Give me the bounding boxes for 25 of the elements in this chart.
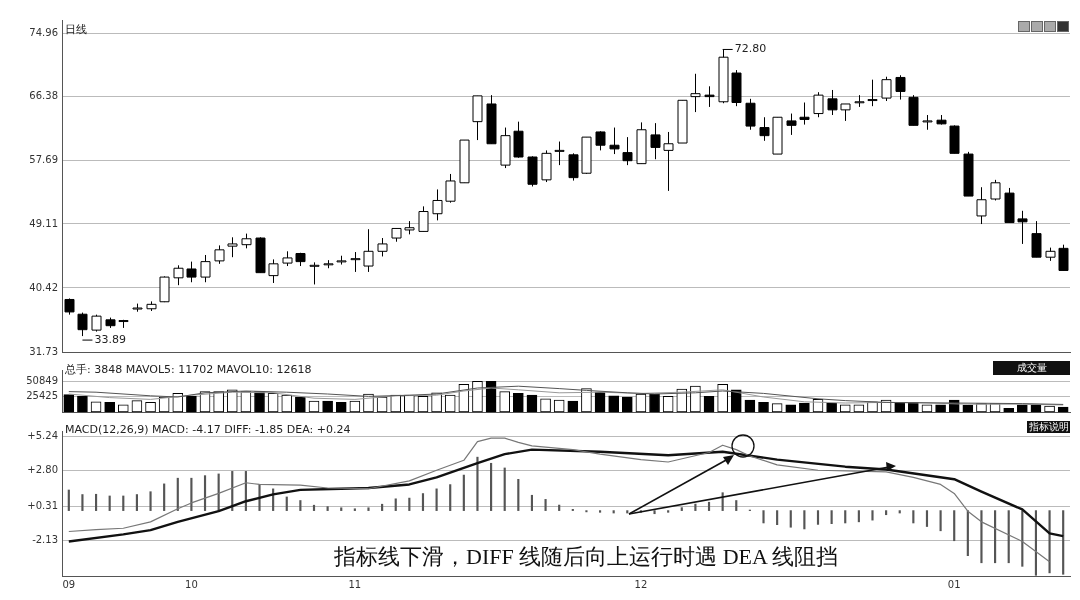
y-tick-label: +2.80	[27, 464, 58, 476]
chart-title: MACD(12,26,9) MACD: -4.17 DIFF: -1.85 DEA: +0.24	[65, 423, 351, 436]
menu-button: 成交量	[993, 361, 1070, 375]
x-tick-label: 10	[185, 578, 198, 590]
chart-title: 日线	[65, 22, 87, 37]
x-tick-label: 11	[348, 578, 362, 590]
x-tick-label: 09	[62, 578, 76, 590]
menu-button: 指标说明	[1027, 421, 1070, 433]
y-tick-label: +0.31	[27, 499, 58, 511]
chart-title: 总手: 3848 MAVOL5: 11702 MAVOL10: 12618	[65, 362, 312, 377]
y-tick-label: -2.13	[32, 534, 58, 546]
annotation: 指标线下滑，DIFF 线随后向上运行时遇 DEA 线阻挡	[334, 543, 839, 571]
y-tick-label: 57.69	[29, 154, 58, 166]
x-tick-label: 01	[947, 578, 961, 590]
y-tick-label: 66.38	[29, 90, 58, 102]
y-tick-label: 49.11	[29, 217, 58, 229]
y-tick-label: 74.96	[29, 27, 58, 39]
y-tick-label: 31.73	[29, 345, 58, 357]
y-tick-label: 50849	[26, 375, 58, 387]
x-tick-label: 12	[634, 578, 648, 590]
annotation: 72.80	[734, 42, 767, 56]
y-tick-label: 40.42	[29, 281, 58, 293]
y-tick-label: +5.24	[27, 429, 58, 441]
annotation: 33.89	[94, 332, 126, 346]
y-tick-label: 25425	[26, 390, 58, 402]
